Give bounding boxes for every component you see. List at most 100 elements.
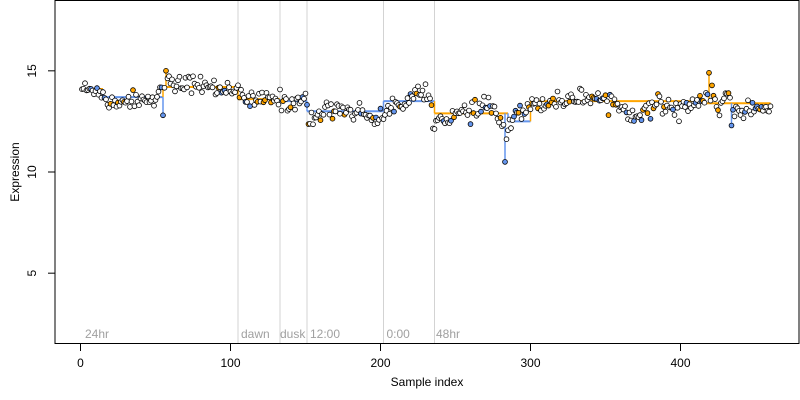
data-point (415, 83, 421, 90)
data-point (160, 112, 166, 119)
data-point (656, 93, 663, 100)
data-point (611, 96, 618, 103)
data-point (350, 117, 357, 123)
data-point (214, 90, 220, 96)
y-axis-title: Expression (8, 142, 22, 201)
data-point (706, 70, 712, 76)
data-point (278, 107, 285, 114)
data-point (478, 108, 484, 115)
data-point (326, 111, 333, 118)
data-point (766, 108, 772, 115)
data-point (602, 92, 609, 98)
data-point (388, 105, 394, 111)
data-point (523, 109, 529, 116)
data-point (169, 76, 175, 83)
data-point (721, 95, 727, 102)
data-point (491, 103, 498, 110)
data-point (244, 99, 250, 105)
data-point (497, 115, 504, 121)
data-point (145, 93, 151, 100)
data-point (653, 101, 660, 108)
data-point (128, 98, 135, 105)
data-point (391, 108, 397, 115)
data-point (410, 96, 417, 102)
data-point (188, 90, 195, 96)
data-point (400, 106, 406, 112)
data-point (317, 117, 324, 123)
divider-lines (237, 0, 435, 344)
data-point (595, 90, 601, 96)
data-point (511, 113, 517, 120)
data-point (223, 90, 229, 96)
data-point (644, 110, 651, 116)
data-point (517, 102, 523, 109)
data-point (559, 98, 565, 104)
data-point (131, 103, 138, 110)
data-point (638, 117, 645, 123)
data-point (329, 115, 336, 122)
data-point (197, 73, 204, 80)
data-point (472, 96, 478, 103)
data-point (211, 77, 217, 84)
data-point (209, 84, 216, 91)
data-point (467, 121, 474, 127)
data-point (332, 108, 339, 115)
data-point (419, 87, 426, 94)
data-point (767, 103, 774, 109)
data-point (190, 73, 196, 80)
data-point (670, 106, 676, 113)
data-point (485, 94, 492, 101)
data-point (536, 100, 543, 107)
data-point (604, 98, 610, 104)
data-point (428, 102, 435, 108)
data-point (308, 109, 315, 116)
data-point (503, 136, 510, 143)
data-point (614, 101, 621, 107)
data-point (389, 95, 396, 102)
data-points (79, 68, 774, 165)
data-point (716, 112, 723, 119)
annotation-label-2: dusk (280, 327, 306, 341)
data-point (697, 93, 703, 99)
data-point (745, 97, 751, 104)
data-point (518, 116, 525, 122)
x-tick-label-0: 0 (77, 356, 84, 370)
data-point (676, 118, 682, 125)
data-point (578, 87, 585, 93)
data-point (553, 104, 559, 110)
data-point (163, 68, 169, 74)
x-tick-label-1: 100 (220, 356, 240, 370)
data-point (527, 106, 534, 113)
data-point (161, 85, 168, 91)
data-point (695, 103, 702, 109)
data-point (740, 115, 747, 122)
y-axis: 5 10 15 (25, 64, 55, 277)
data-point (647, 116, 654, 122)
data-point (539, 96, 546, 102)
data-point (481, 93, 487, 100)
annotation-label-4: 0:00 (387, 327, 411, 341)
data-point (133, 92, 139, 98)
data-point (493, 110, 499, 117)
data-point (515, 110, 522, 116)
data-point (127, 104, 133, 110)
data-point (235, 82, 241, 89)
data-point (707, 97, 714, 104)
data-point (238, 86, 244, 93)
data-point (196, 85, 202, 91)
data-point (287, 104, 294, 111)
data-point (671, 112, 678, 118)
data-point (277, 86, 283, 93)
data-point (466, 107, 472, 114)
x-tick-label-4: 400 (670, 356, 690, 370)
data-point (292, 106, 298, 113)
annotation-label-5: 48hr (436, 327, 460, 341)
data-point (673, 100, 679, 106)
data-point (665, 96, 672, 103)
data-point (247, 103, 253, 109)
data-point (275, 101, 282, 108)
data-point (328, 101, 334, 107)
data-point (731, 113, 738, 120)
data-point (103, 96, 109, 103)
y-tick-label-1: 10 (25, 165, 39, 179)
